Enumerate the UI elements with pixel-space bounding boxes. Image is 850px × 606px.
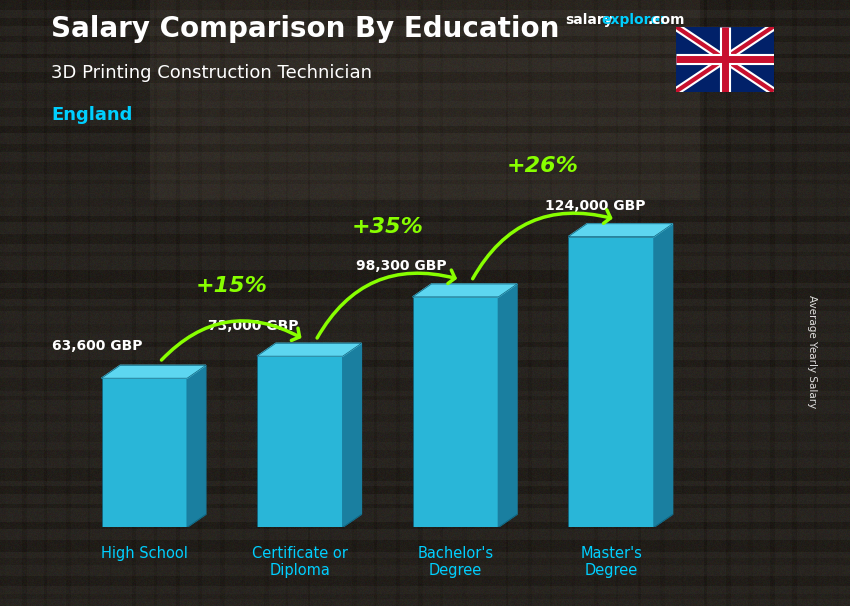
Text: Salary Comparison By Education: Salary Comparison By Education	[51, 15, 559, 43]
Text: +15%: +15%	[196, 276, 268, 296]
Text: 3D Printing Construction Technician: 3D Printing Construction Technician	[51, 64, 372, 82]
Bar	[569, 237, 654, 527]
Polygon shape	[258, 343, 361, 356]
Polygon shape	[187, 365, 206, 527]
Text: explorer: explorer	[601, 13, 666, 27]
Text: England: England	[51, 106, 133, 124]
Text: .com: .com	[648, 13, 685, 27]
Polygon shape	[498, 284, 517, 527]
Polygon shape	[413, 284, 517, 297]
Text: +26%: +26%	[507, 156, 579, 176]
Text: salary: salary	[565, 13, 613, 27]
Polygon shape	[343, 343, 361, 527]
Text: 98,300 GBP: 98,300 GBP	[356, 259, 446, 273]
Polygon shape	[654, 224, 672, 527]
Text: 73,000 GBP: 73,000 GBP	[208, 319, 298, 333]
Text: +35%: +35%	[351, 216, 423, 236]
Polygon shape	[101, 365, 206, 378]
Text: 63,600 GBP: 63,600 GBP	[53, 339, 143, 353]
Bar	[101, 378, 187, 527]
Text: Average Yearly Salary: Average Yearly Salary	[807, 295, 817, 408]
Polygon shape	[569, 224, 672, 237]
Bar	[258, 356, 343, 527]
Text: 124,000 GBP: 124,000 GBP	[546, 199, 646, 213]
Bar	[413, 297, 498, 527]
